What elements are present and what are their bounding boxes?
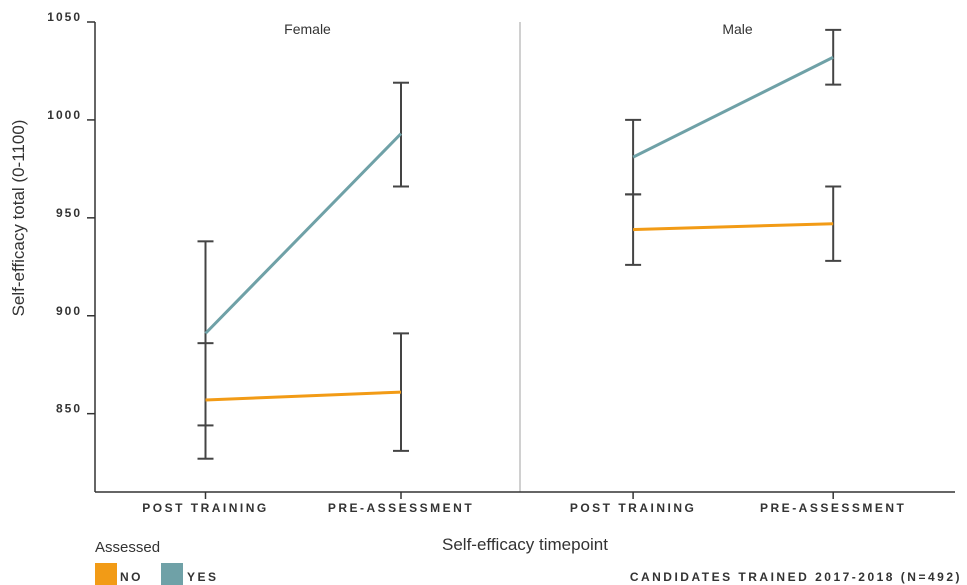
x-category-label: PRE-ASSESSMENT xyxy=(760,501,906,515)
y-tick-label: 950 xyxy=(56,206,82,220)
y-tick-label: 1050 xyxy=(47,10,82,24)
series-line-female-no xyxy=(205,390,402,402)
x-category-label: POST TRAINING xyxy=(142,501,269,515)
legend-label-no: NO xyxy=(120,570,143,584)
series-line-female-yes xyxy=(204,132,403,335)
x-category-label: PRE-ASSESSMENT xyxy=(328,501,474,515)
facet-label-layer: Female Male xyxy=(284,21,753,37)
y-tick-layer: 850 900 950 1000 1050 xyxy=(47,10,95,416)
legend-swatch-yes xyxy=(161,563,183,585)
x-category-label: POST TRAINING xyxy=(570,501,697,515)
y-tick-label: 900 xyxy=(56,304,82,318)
legend-label-yes: YES xyxy=(187,570,219,584)
facet-label-male: Male xyxy=(722,21,753,37)
legend-swatch-no xyxy=(95,563,117,585)
series-layer xyxy=(204,55,834,402)
axes-layer xyxy=(94,22,955,493)
facet-label-female: Female xyxy=(284,21,331,37)
legend-title: Assessed xyxy=(95,539,160,556)
caption: CANDIDATES TRAINED 2017-2018 (N=492) xyxy=(630,570,962,584)
x-axis-title: Self-efficacy timepoint xyxy=(442,535,608,554)
y-tick-label: 850 xyxy=(56,402,82,416)
y-tick-label: 1000 xyxy=(47,108,82,122)
y-axis-title: Self-efficacy total (0-1100) xyxy=(9,120,28,317)
series-line-male-no xyxy=(633,222,834,232)
x-category-layer: POST TRAINING PRE-ASSESSMENT POST TRAINING… xyxy=(142,492,906,515)
series-line-male-yes xyxy=(632,55,834,159)
